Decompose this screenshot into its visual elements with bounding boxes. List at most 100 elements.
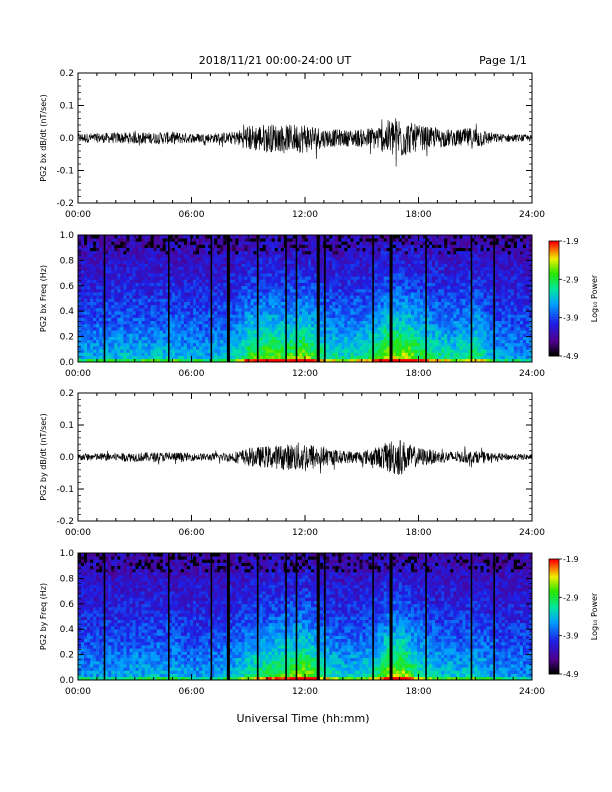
spectrogram-cell — [81, 304, 85, 309]
spectrogram-cell — [395, 355, 400, 360]
spectrogram-cell — [280, 282, 285, 287]
spectrogram-cell — [189, 298, 194, 302]
spectrogram-cell — [259, 279, 263, 283]
spectrogram-cell — [90, 355, 94, 360]
spectrogram-cell — [111, 257, 115, 261]
spectrogram-cell — [241, 304, 245, 309]
spectrogram-cell — [223, 298, 227, 302]
spectrogram-cell — [126, 247, 130, 252]
spectrogram-cell — [183, 235, 188, 239]
spectrogram-cell — [81, 339, 85, 344]
spectrogram-cell — [426, 342, 430, 347]
spectrogram-cell — [253, 336, 257, 341]
spectrogram-cell — [262, 358, 266, 363]
spectrogram-cell — [99, 292, 103, 296]
spectrogram-cell — [205, 260, 209, 264]
spectrogram-cell — [420, 282, 424, 287]
spectrogram-cell — [413, 292, 418, 296]
spectrogram-cell — [235, 247, 239, 252]
spectrogram-cell — [277, 298, 282, 302]
spectrogram-cell — [386, 317, 391, 322]
spectrogram-cell — [147, 260, 151, 264]
spectrogram-cell — [407, 235, 412, 239]
spectrogram-cell — [350, 339, 354, 344]
spectrogram-cell — [420, 269, 424, 274]
spectrogram-cell — [314, 238, 318, 242]
spectrogram-cell — [332, 342, 336, 347]
spectrogram-cell — [81, 317, 85, 322]
spectrogram-cell — [174, 285, 179, 290]
spectrogram-cell — [141, 273, 145, 277]
spectrogram-cell — [268, 273, 273, 277]
spectrogram-cell — [404, 304, 409, 309]
spectrogram-cell — [238, 308, 242, 312]
spectrogram-cell — [426, 314, 430, 318]
spectrogram-cell — [247, 235, 251, 239]
spectrogram-cell — [99, 247, 103, 252]
spectrogram-cell — [410, 235, 415, 239]
spectrogram-cell — [189, 311, 194, 315]
spectrogram-cell — [211, 320, 215, 325]
spectrogram-cell — [338, 269, 342, 274]
spectrogram-cell — [90, 285, 94, 290]
spectrogram-cell — [126, 238, 130, 242]
spectrogram-cell — [432, 320, 436, 325]
spectrogram-cell — [259, 257, 263, 261]
spectrogram-cell — [395, 314, 400, 318]
spectrogram-cell — [429, 352, 433, 356]
spectrogram-cell — [138, 273, 142, 277]
spectrogram-cell — [359, 266, 363, 271]
spectrogram-cell — [429, 317, 433, 322]
spectrogram-cell — [298, 263, 303, 268]
spectrogram-cell — [420, 358, 424, 363]
spectrogram-cell — [305, 288, 309, 293]
spectrogram-cell — [232, 244, 236, 248]
spectrogram-cell — [444, 295, 448, 299]
spectrogram-cell — [132, 279, 136, 283]
spectrogram-cell — [416, 260, 421, 264]
spectrogram-cell — [129, 273, 133, 277]
spectrogram-cell — [138, 317, 142, 322]
spectrogram-cell — [386, 238, 391, 242]
spectrogram-cell — [93, 308, 97, 312]
spectrogram-cell — [96, 241, 100, 245]
spectrogram-cell — [392, 349, 397, 353]
spectrogram-cell — [159, 288, 164, 293]
spectrogram-cell — [241, 269, 245, 274]
spectrogram-cell — [432, 288, 436, 293]
spectrogram-cell — [132, 323, 136, 328]
spectrogram-cell — [93, 273, 97, 277]
spectrogram-cell — [135, 358, 139, 363]
spectrogram-cell — [78, 327, 82, 331]
spectrogram-cell — [199, 298, 203, 302]
spectrogram-cell — [153, 250, 157, 255]
spectrogram-cell — [183, 295, 188, 299]
spectrogram-cell — [193, 317, 197, 322]
spectrogram-cell — [347, 244, 351, 248]
spectrogram-cell — [344, 238, 348, 242]
spectrogram-cell — [250, 260, 254, 264]
spectrogram-cell — [274, 336, 279, 341]
spectrogram-cell — [398, 336, 403, 341]
spectrogram-cell — [241, 241, 245, 245]
spectrogram-cell — [114, 323, 118, 328]
spectrogram-cell — [292, 336, 297, 341]
spectrogram-cell — [359, 260, 363, 264]
spectrogram-cell — [217, 342, 221, 347]
spectrogram-cell — [183, 304, 188, 309]
spectrogram-cell — [356, 254, 360, 258]
spectrogram-cell — [150, 235, 154, 239]
spectrogram-cell — [90, 241, 94, 245]
spectrogram-cell — [308, 339, 312, 344]
spectrogram-cell — [205, 304, 209, 309]
spectrogram-cell — [305, 241, 309, 245]
spectrogram-cell — [259, 285, 263, 290]
spectrogram-cell — [105, 323, 109, 328]
spectrogram-cell — [108, 276, 112, 280]
spectrogram-cell — [156, 263, 161, 268]
spectrogram-cell — [132, 342, 136, 347]
spectrogram-cell — [208, 285, 212, 290]
spectrogram-cell — [196, 279, 200, 283]
spectrogram-cell — [199, 346, 203, 350]
spectrogram-cell — [93, 336, 97, 341]
